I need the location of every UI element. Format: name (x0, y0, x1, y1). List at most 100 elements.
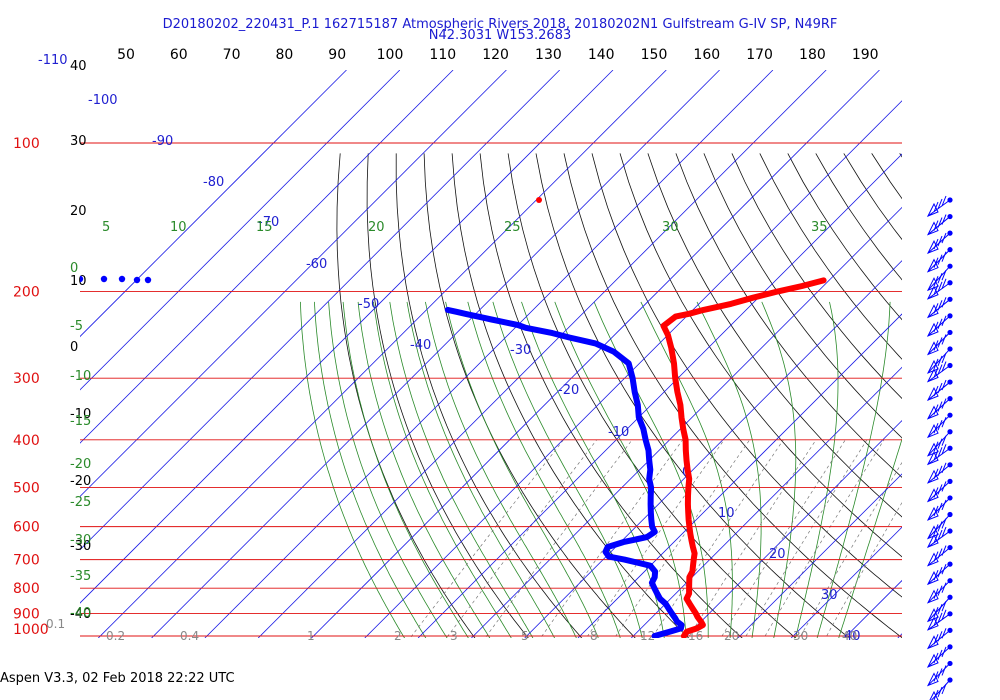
wind-barb-feather (937, 198, 943, 210)
wind-barb-feather (937, 217, 943, 228)
wind-barbs (926, 195, 953, 700)
wind-barb (926, 478, 953, 503)
mixing-ratio-line (744, 439, 868, 638)
isotherm-label: 20 (769, 547, 786, 562)
top-axis-tick-label: 120 (482, 47, 509, 63)
wind-barb-staff (927, 265, 951, 291)
top-axis-tick-label: 110 (429, 47, 456, 63)
wind-barb-staff (927, 199, 951, 217)
isotherm-line (80, 70, 347, 338)
wind-barb-feather (941, 416, 947, 428)
wind-barb (929, 677, 953, 700)
wind-barb-feather (933, 358, 939, 370)
isotherm-line (257, 70, 827, 638)
wind-barb-feather (941, 683, 947, 695)
wind-barb-feather (933, 422, 939, 434)
altitude-tick-label: -40 (70, 607, 91, 622)
isotherm-line (98, 70, 667, 638)
mixing-ratio-line (763, 439, 885, 638)
dry-adiabat-line (563, 153, 902, 638)
dry-adiabat-line (423, 153, 636, 638)
wind-barb (926, 213, 953, 236)
top-axis-tick-label: 100 (377, 47, 404, 63)
wind-barb-staff (927, 414, 951, 438)
wind-barb-feather (941, 297, 947, 308)
pressure-tick-label: 100 (13, 136, 40, 152)
wind-barb-feather (937, 566, 943, 578)
wind-barb-staff (927, 663, 951, 686)
wind-barb (926, 379, 953, 402)
wind-barb-feather (933, 532, 939, 544)
wind-barb-feather (937, 447, 943, 458)
mixing-ratio-label: 30 (793, 629, 808, 643)
mixing-ratio-line (720, 439, 846, 638)
wind-barb (926, 195, 953, 217)
wind-barb (926, 561, 953, 586)
wind-barb-feather (941, 646, 947, 658)
wind-barb-feather (937, 235, 943, 247)
wind-barb-feather (937, 649, 943, 661)
wind-barb-staff (927, 249, 951, 273)
mixing-ratio-line (540, 439, 683, 638)
wind-barb-feather (941, 665, 947, 676)
mixing-ratio-label: 0.4 (180, 629, 199, 643)
isotherm-line (80, 70, 560, 551)
wind-barb-staff (927, 431, 951, 457)
wind-barb-feather (933, 569, 939, 581)
isotherm-line (204, 70, 774, 638)
mixing-ratio-label: 20 (724, 629, 739, 643)
wind-barb-feather (937, 401, 943, 412)
wind-barb-feather (937, 318, 943, 330)
footer-label: Aspen V3.3, 02 Feb 2018 22:22 UTC (0, 671, 235, 686)
top-axis-tick-label: 60 (170, 47, 188, 63)
wind-barb-feather (937, 300, 943, 311)
wind-barb-feather (937, 668, 943, 679)
wind-barb-feather (937, 273, 943, 284)
moist-adiabat-line (467, 301, 621, 638)
moist-adiabat-label: -15 (70, 414, 91, 429)
wind-barb (926, 660, 953, 687)
wind-barb (926, 462, 953, 484)
wind-barb-feather (933, 551, 939, 562)
wind-barb-feather (941, 526, 947, 538)
mixing-ratio-label: 1 (307, 629, 315, 643)
mixing-ratio-line (614, 439, 750, 638)
isotherm-line (80, 70, 507, 497)
top-axis-tick-label: 190 (852, 47, 879, 63)
wind-barb-feather (937, 585, 943, 596)
wind-barb-feather (937, 521, 943, 532)
dry-adiabat-line (759, 153, 902, 360)
wind-barb (926, 313, 953, 337)
mixing-ratio-label: 12 (640, 629, 655, 643)
dry-adiabat-lines (336, 153, 902, 638)
wind-barb-staff (927, 530, 951, 548)
wind-barb-feather (933, 450, 939, 461)
isotherm-label: 40 (844, 629, 861, 644)
dewpoint-trace (80, 275, 685, 638)
wind-barb-feather (941, 251, 947, 262)
isotherm-line (577, 313, 902, 638)
dry-adiabat-line (366, 153, 529, 638)
wind-barb (926, 412, 953, 439)
wind-barb-feather (941, 270, 947, 281)
dewpoint-dot (80, 275, 84, 283)
moist-adiabat-line (554, 301, 687, 638)
wind-barb (926, 296, 953, 319)
moist-adiabat-line (838, 437, 902, 638)
isotherm-line (684, 420, 902, 638)
isotherm-label: -60 (306, 257, 327, 272)
corner-label: -110 (38, 53, 68, 68)
dry-adiabat-line (731, 153, 902, 400)
dry-adiabat-labels: 5 10 15 20 25 30 35 (102, 220, 828, 235)
dry-adiabat-line (647, 153, 902, 518)
wind-barb-feather (933, 404, 939, 415)
moist-adiabat-label: -5 (70, 319, 83, 334)
dry-adiabat-line (451, 153, 690, 638)
wind-barb-feather (941, 352, 947, 364)
isotherm-label: -10 (608, 425, 629, 440)
isotherm-lines (80, 70, 902, 638)
pressure-tick-label: 300 (13, 371, 40, 387)
dewpoint-dot (100, 275, 108, 283)
wind-barb-feather (941, 628, 947, 639)
